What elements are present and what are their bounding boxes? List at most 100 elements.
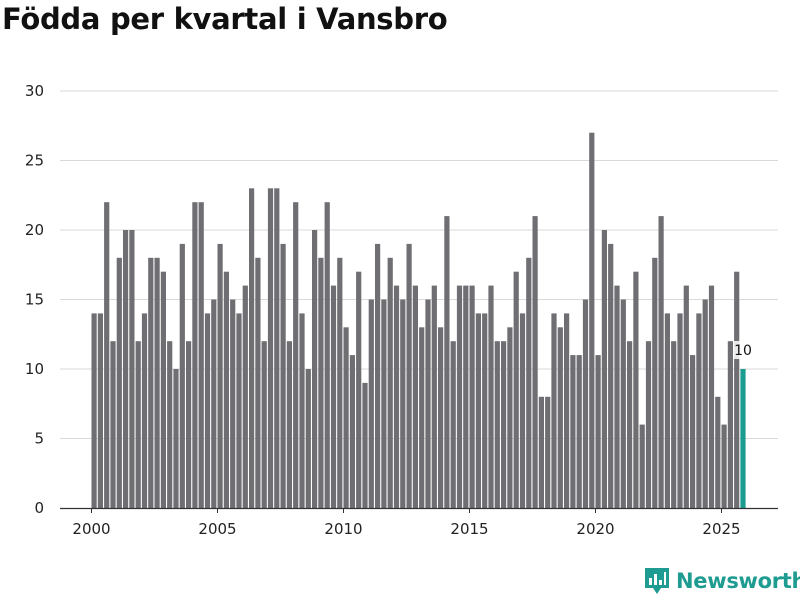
bar bbox=[696, 313, 702, 508]
bar bbox=[91, 313, 97, 508]
bar bbox=[179, 243, 185, 508]
bar bbox=[217, 243, 223, 508]
bar bbox=[627, 341, 633, 508]
bar bbox=[204, 313, 211, 508]
bar bbox=[135, 341, 141, 508]
data-labels: 10 bbox=[733, 341, 753, 359]
bar bbox=[702, 299, 708, 508]
bar bbox=[186, 341, 192, 508]
bar bbox=[148, 257, 154, 508]
bar bbox=[167, 341, 173, 508]
bar bbox=[110, 341, 116, 508]
bar bbox=[293, 202, 299, 508]
bar bbox=[620, 299, 626, 508]
bar bbox=[645, 341, 652, 508]
bar bbox=[406, 243, 412, 508]
bar bbox=[249, 188, 255, 509]
bar bbox=[664, 313, 670, 508]
bar bbox=[444, 216, 450, 508]
bar bbox=[690, 355, 696, 508]
bar bbox=[538, 396, 544, 508]
bar bbox=[595, 355, 601, 508]
bar bbox=[501, 341, 507, 508]
bar bbox=[614, 285, 620, 508]
bar bbox=[255, 257, 261, 508]
bar bbox=[116, 257, 122, 508]
bar bbox=[450, 341, 456, 508]
y-tick-label: 10 bbox=[25, 360, 44, 378]
bar bbox=[526, 257, 532, 508]
bar bbox=[431, 285, 437, 508]
bar bbox=[582, 299, 589, 508]
x-tick-label: 2000 bbox=[72, 520, 110, 538]
bar bbox=[658, 216, 664, 508]
bar bbox=[482, 313, 488, 508]
bar-highlight bbox=[740, 369, 746, 508]
bar bbox=[242, 285, 248, 508]
bar bbox=[425, 299, 431, 508]
y-tick-label: 5 bbox=[34, 430, 44, 448]
bar bbox=[211, 299, 217, 508]
bar bbox=[198, 202, 204, 508]
bar bbox=[104, 202, 110, 508]
bar bbox=[507, 327, 513, 508]
bar bbox=[129, 230, 135, 508]
bar bbox=[236, 313, 242, 508]
bar bbox=[589, 132, 595, 508]
bar bbox=[362, 382, 368, 508]
bar bbox=[652, 257, 658, 508]
bar bbox=[375, 243, 381, 508]
bar bbox=[601, 230, 607, 508]
bar bbox=[564, 313, 570, 508]
x-tick-label: 2020 bbox=[576, 520, 614, 538]
bar bbox=[532, 216, 538, 508]
bar bbox=[343, 327, 349, 508]
bar bbox=[551, 313, 557, 508]
bar bbox=[324, 202, 330, 508]
bar bbox=[519, 313, 526, 508]
bar bbox=[715, 396, 721, 508]
y-tick-label: 30 bbox=[25, 82, 44, 100]
bar bbox=[570, 355, 576, 508]
bar bbox=[97, 313, 103, 508]
bar bbox=[576, 355, 582, 508]
bar bbox=[400, 299, 406, 508]
bar bbox=[330, 285, 337, 508]
y-tick-label: 0 bbox=[34, 499, 44, 517]
bar bbox=[173, 369, 179, 508]
y-axis-ticks: 0 5 10 15 20 25 30 bbox=[25, 82, 44, 517]
data-label-background bbox=[733, 341, 753, 359]
bar bbox=[475, 313, 481, 508]
bar bbox=[154, 257, 160, 508]
x-tick-label: 2025 bbox=[702, 520, 740, 538]
bar bbox=[727, 341, 733, 508]
bar bbox=[463, 285, 469, 508]
chart-title: Födda per kvartal i Vansbro bbox=[2, 2, 448, 36]
bar bbox=[349, 355, 355, 508]
bar bbox=[557, 327, 563, 508]
bar bbox=[419, 327, 425, 508]
bar bbox=[494, 341, 500, 508]
bar bbox=[608, 243, 614, 508]
bar bbox=[677, 313, 683, 508]
bar bbox=[318, 257, 324, 508]
bar bbox=[337, 257, 343, 508]
bar bbox=[438, 327, 444, 508]
bar bbox=[261, 341, 267, 508]
x-tick-label: 2015 bbox=[450, 520, 488, 538]
bar bbox=[393, 285, 400, 508]
bar bbox=[141, 313, 148, 508]
newsworthy-logo-icon bbox=[645, 568, 669, 594]
bar bbox=[230, 299, 236, 508]
bar bbox=[160, 271, 166, 508]
y-tick-label: 15 bbox=[25, 291, 44, 309]
x-axis-ticks: 2000 2005 2010 2015 2020 2025 bbox=[72, 508, 741, 538]
bar bbox=[305, 369, 311, 508]
bar bbox=[671, 341, 677, 508]
bar bbox=[192, 202, 198, 508]
bar bbox=[721, 424, 727, 508]
newsworthy-logo[interactable]: Newsworthy bbox=[644, 566, 800, 596]
bar bbox=[412, 285, 418, 508]
bar bbox=[312, 230, 318, 508]
